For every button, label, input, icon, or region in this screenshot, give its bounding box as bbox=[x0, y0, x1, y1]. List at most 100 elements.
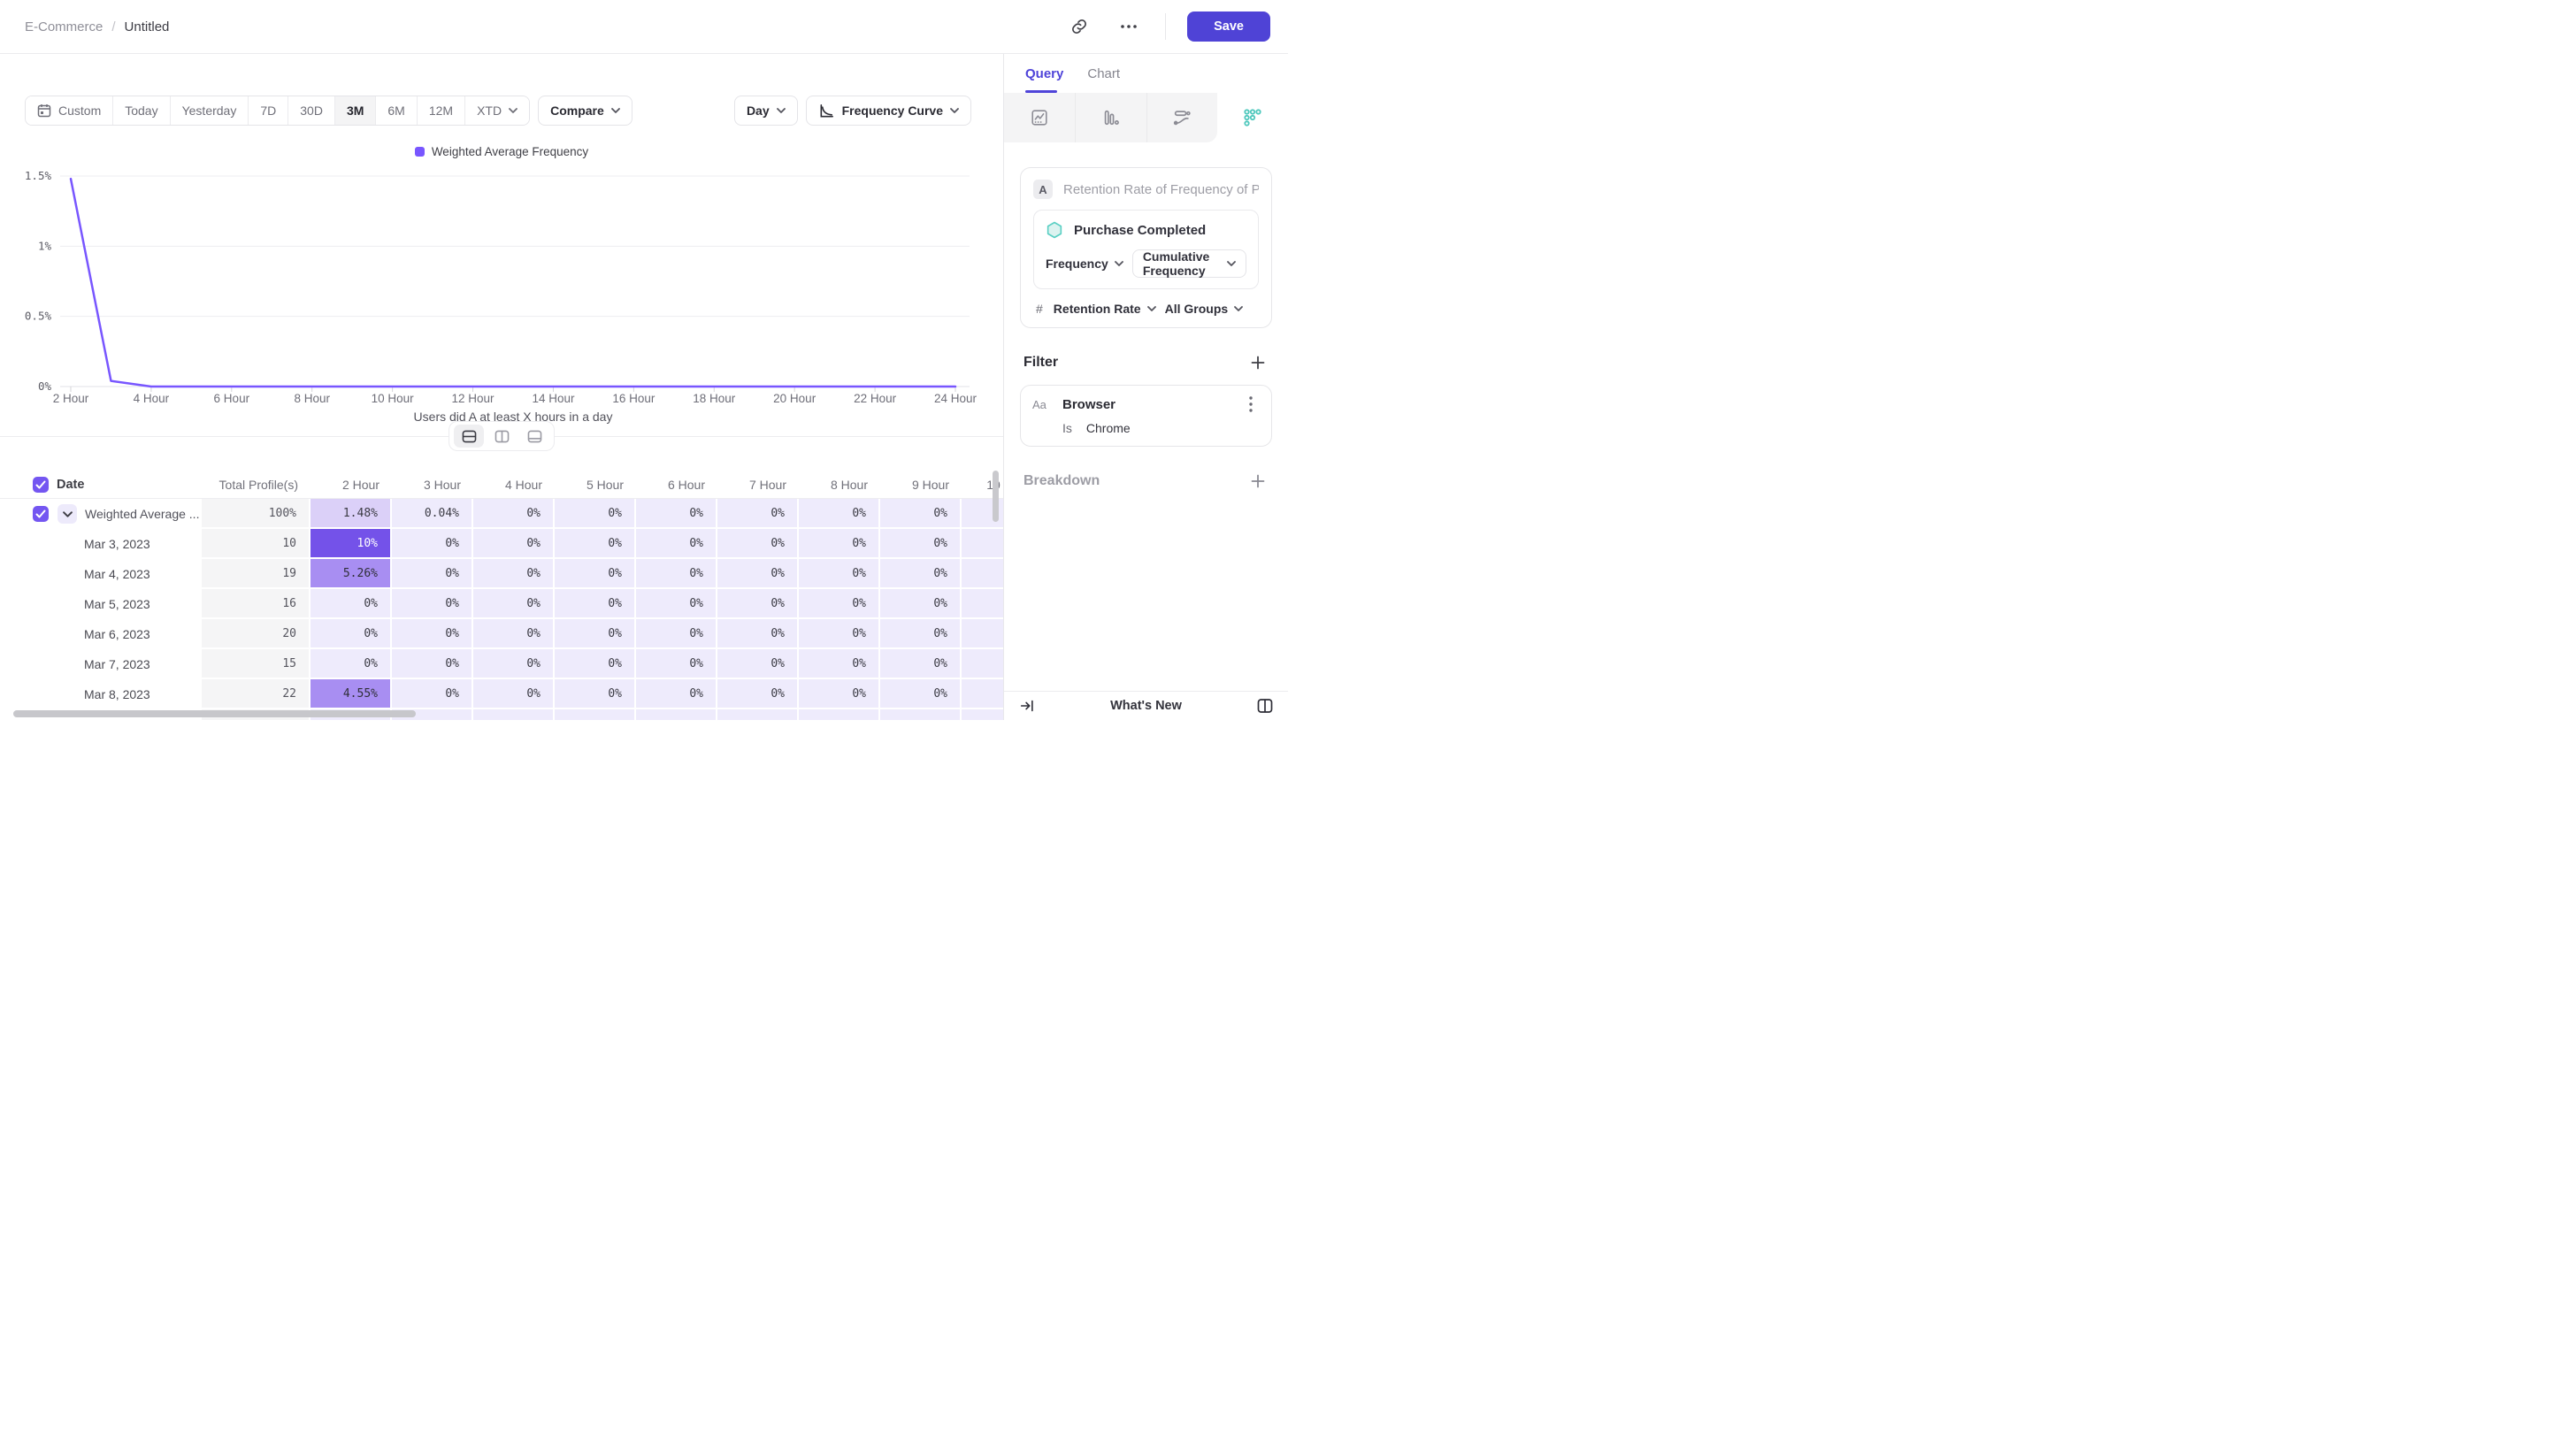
chevron-down-icon bbox=[610, 108, 620, 113]
sidebar-tabs: Query Chart bbox=[1004, 54, 1288, 93]
range-button-7d[interactable]: 7D bbox=[249, 96, 289, 125]
measure-value-dropdown[interactable]: Cumulative Frequency bbox=[1131, 249, 1246, 278]
x-axis-tick-label: 8 Hour bbox=[294, 392, 330, 405]
measure-row: Frequency Cumulative Frequency bbox=[1046, 249, 1246, 278]
filter-card: Aa Browser Is Chrome bbox=[1020, 385, 1272, 447]
tab-chart[interactable]: Chart bbox=[1087, 65, 1121, 81]
series-title: Retention Rate of Frequency of P... bbox=[1063, 181, 1259, 197]
column-header: 7 Hour bbox=[748, 478, 786, 492]
breakdown-title: Breakdown bbox=[1024, 473, 1100, 488]
breadcrumb-separator: / bbox=[111, 19, 116, 34]
table-row: Mar 8, 2023 22 4.55% 0% 0% 0% 0% 0% 0% 0% bbox=[0, 679, 1003, 709]
breadcrumb-project[interactable]: E-Commerce bbox=[25, 19, 104, 34]
value-cell: 0% bbox=[880, 559, 960, 587]
layout-split-vertical-icon[interactable] bbox=[487, 425, 517, 448]
layout-split-horizontal-icon[interactable] bbox=[454, 425, 484, 448]
calendar-icon bbox=[37, 104, 51, 118]
value-cell: 0% bbox=[555, 589, 634, 617]
value-cell bbox=[962, 529, 1003, 557]
measure-label: Frequency bbox=[1046, 257, 1108, 271]
summary-row-label: Weighted Average ... bbox=[0, 499, 202, 529]
granularity-dropdown[interactable]: Day bbox=[733, 96, 798, 126]
range-button-30d[interactable]: 30D bbox=[288, 96, 335, 125]
range-button-today[interactable]: Today bbox=[113, 96, 171, 125]
chart-legend: Weighted Average Frequency bbox=[0, 145, 1003, 158]
chart-type-selector bbox=[1004, 93, 1288, 142]
table-row: Weighted Average ... 100% 1.48% 0.04% 0% 0% 0%… bbox=[0, 499, 1003, 529]
x-axis-tick-label: 2 Hour bbox=[53, 392, 89, 405]
value-cell: 0% bbox=[799, 619, 878, 647]
value-cell: 0% bbox=[799, 529, 878, 557]
copy-link-icon[interactable] bbox=[1066, 13, 1092, 40]
date-range-group: Custom Today Yesterday 7D 30D 3M 6M 12M XTD bbox=[25, 96, 531, 126]
value-cell bbox=[555, 709, 634, 720]
range-button-xtd[interactable]: XTD bbox=[465, 96, 530, 125]
value-cell: 0% bbox=[880, 649, 960, 678]
value-cell: 0% bbox=[717, 559, 797, 587]
total-profiles-cell: 22 bbox=[202, 679, 309, 708]
filter-operator[interactable]: Is bbox=[1062, 421, 1072, 435]
collapse-sidebar-icon[interactable] bbox=[1016, 695, 1038, 716]
filter-section-header: Filter bbox=[1020, 352, 1272, 373]
range-button-3m[interactable]: 3M bbox=[334, 96, 377, 125]
check-icon bbox=[35, 480, 46, 489]
y-axis-tick-label: 0.5% bbox=[25, 310, 52, 323]
add-filter-icon[interactable] bbox=[1247, 352, 1269, 373]
measure-dropdown[interactable]: Frequency bbox=[1046, 257, 1123, 271]
add-breakdown-icon[interactable] bbox=[1247, 471, 1269, 492]
metric-label: Retention Rate bbox=[1053, 302, 1141, 316]
range-button-12m[interactable]: 12M bbox=[417, 96, 466, 125]
active-tab-indicator bbox=[1025, 90, 1057, 93]
filter-menu-icon[interactable] bbox=[1242, 396, 1260, 412]
select-all-checkbox[interactable] bbox=[33, 477, 49, 493]
chevron-down-icon bbox=[509, 108, 518, 113]
flows-icon bbox=[1174, 111, 1191, 126]
compare-button[interactable]: Compare bbox=[538, 96, 632, 126]
metric-dropdown[interactable]: Retention Rate bbox=[1054, 302, 1156, 316]
horizontal-scrollbar[interactable] bbox=[13, 710, 416, 717]
more-options-icon[interactable] bbox=[1116, 13, 1142, 40]
chart-type-bar[interactable] bbox=[1075, 93, 1147, 142]
filter-value[interactable]: Chrome bbox=[1085, 421, 1131, 435]
chart-type-frequency[interactable] bbox=[1217, 93, 1288, 142]
chart-style-dropdown[interactable]: Frequency Curve bbox=[805, 96, 971, 126]
compare-label: Compare bbox=[550, 103, 604, 118]
filter-property[interactable]: Browser bbox=[1062, 396, 1116, 412]
save-button[interactable]: Save bbox=[1187, 11, 1270, 42]
value-cell: 0% bbox=[880, 499, 960, 527]
table-body: Weighted Average ... 100% 1.48% 0.04% 0% 0% 0%… bbox=[0, 498, 1003, 720]
x-axis-title: Users did A at least X hours in a day bbox=[414, 410, 613, 424]
insights-icon bbox=[1031, 110, 1047, 126]
range-button-yesterday[interactable]: Yesterday bbox=[170, 96, 249, 125]
expand-row-icon[interactable] bbox=[58, 504, 77, 524]
group-label: All Groups bbox=[1164, 302, 1229, 316]
value-cell: 0% bbox=[636, 499, 716, 527]
column-header: 3 Hour bbox=[423, 478, 461, 492]
value-cell bbox=[473, 709, 553, 720]
toolbar: Custom Today Yesterday 7D 30D 3M 6M 12M XTD Comp… bbox=[25, 96, 971, 126]
query-builder: A Retention Rate of Frequency of P... Pu… bbox=[1004, 167, 1288, 492]
layout-panel-bottom-icon[interactable] bbox=[519, 425, 549, 448]
series-header[interactable]: A Retention Rate of Frequency of P... bbox=[1033, 180, 1259, 199]
group-dropdown[interactable]: All Groups bbox=[1165, 302, 1244, 316]
panel-layout-icon[interactable] bbox=[1254, 695, 1276, 716]
vertical-scrollbar[interactable] bbox=[993, 471, 999, 522]
value-cell: 0% bbox=[473, 679, 553, 708]
value-cell: 0% bbox=[717, 649, 797, 678]
tab-query[interactable]: Query bbox=[1025, 65, 1064, 81]
value-cell: 0% bbox=[636, 559, 716, 587]
chart-type-insights[interactable] bbox=[1004, 93, 1076, 142]
breadcrumb-report-title[interactable]: Untitled bbox=[124, 19, 170, 34]
range-button-6m[interactable]: 6M bbox=[376, 96, 418, 125]
row-checkbox[interactable] bbox=[33, 506, 49, 522]
chart-type-flows[interactable] bbox=[1146, 93, 1218, 142]
date-row-label: Mar 3, 2023 bbox=[0, 529, 202, 559]
y-axis-tick-label: 0% bbox=[38, 379, 52, 393]
x-axis-tick-label: 4 Hour bbox=[134, 392, 170, 405]
range-button-custom[interactable]: Custom bbox=[26, 96, 114, 125]
event-selector[interactable]: Purchase Completed bbox=[1046, 221, 1246, 239]
value-cell: 0% bbox=[555, 499, 634, 527]
table-header: Date Total Profile(s) 2 Hour 3 Hour 4 Hour 5 … bbox=[0, 471, 1003, 498]
whats-new-link[interactable]: What's New bbox=[1110, 699, 1182, 713]
event-hexagon-icon bbox=[1046, 221, 1062, 239]
